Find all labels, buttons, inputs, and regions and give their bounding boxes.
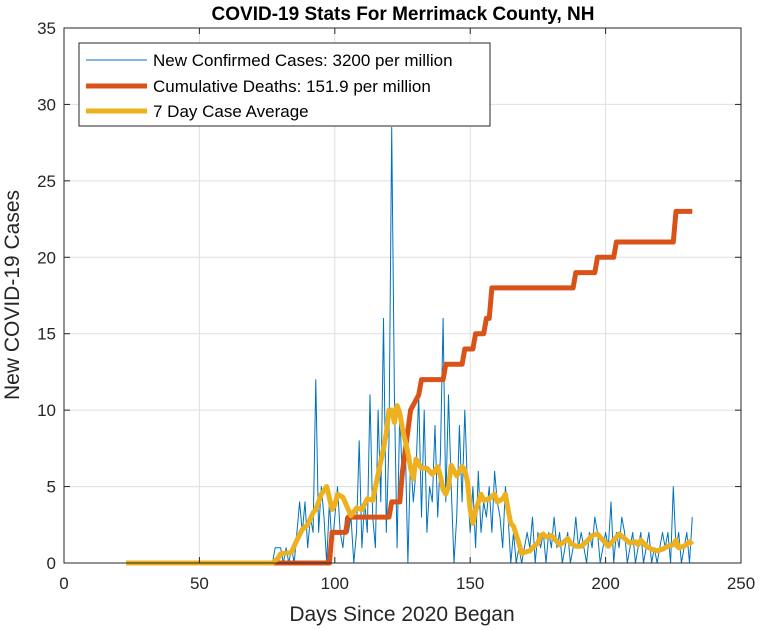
legend-label-7-day-average: 7 Day Case Average [153, 102, 309, 121]
y-tick-label: 30 [37, 95, 56, 114]
series-lines [126, 126, 695, 566]
axis-ticks: 0 50 100 150 200 250 0 5 10 15 20 25 30 35 [37, 19, 755, 593]
x-tick-label: 250 [727, 574, 755, 593]
x-tick-label: 100 [321, 574, 349, 593]
legend-label-cumulative-deaths: Cumulative Deaths: 151.9 per million [153, 77, 431, 96]
y-tick-label: 10 [37, 401, 56, 420]
y-tick-label: 15 [37, 325, 56, 344]
x-axis-label: Days Since 2020 Began [289, 603, 514, 626]
legend: New Confirmed Cases: 3200 per million Cu… [78, 42, 491, 127]
legend-label-new-cases: New Confirmed Cases: 3200 per million [153, 51, 453, 70]
y-axis-label: New COVID-19 Cases [1, 190, 24, 400]
y-tick-label: 25 [37, 172, 56, 191]
x-tick-label: 200 [591, 574, 619, 593]
y-tick-label: 0 [47, 554, 56, 573]
series-cumulative-deaths [126, 208, 693, 566]
y-tick-label: 5 [47, 478, 56, 497]
y-tick-label: 35 [37, 19, 56, 38]
chart-title: COVID-19 Stats For Merrimack County, NH [212, 4, 595, 25]
legend-box [78, 42, 491, 127]
x-tick-label: 150 [456, 574, 484, 593]
series-7-day-average [126, 403, 695, 566]
x-tick-label: 0 [59, 574, 68, 593]
plot-frame [63, 27, 742, 564]
x-tick-label: 50 [190, 574, 209, 593]
grid-lines [64, 28, 741, 563]
y-tick-label: 20 [37, 248, 56, 267]
